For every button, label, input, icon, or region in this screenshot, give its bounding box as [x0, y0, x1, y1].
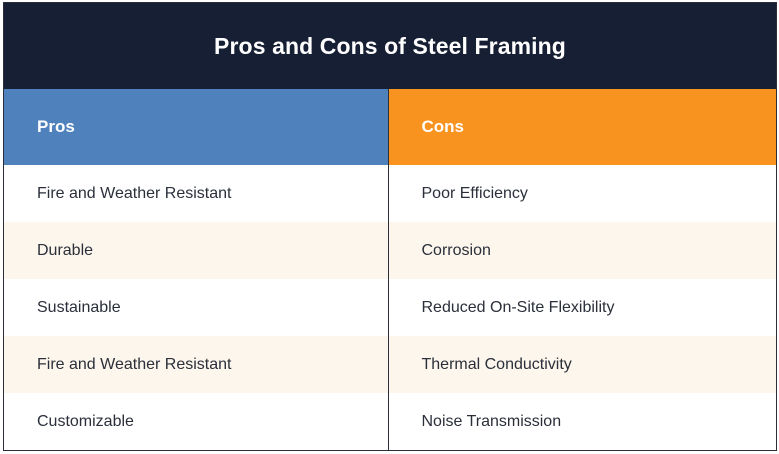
pros-header: Pros: [4, 89, 389, 165]
table-row: Sustainable Reduced On-Site Flexibility: [4, 279, 776, 336]
con-cell: Corrosion: [388, 222, 776, 279]
table-row: Fire and Weather Resistant Thermal Condu…: [4, 336, 776, 393]
header-row: Pros Cons: [4, 89, 776, 165]
table-row: Customizable Noise Transmission: [4, 393, 776, 450]
con-cell: Thermal Conductivity: [388, 336, 776, 393]
pros-cons-table-card: Pros and Cons of Steel Framing Pros Cons…: [3, 2, 777, 451]
table-title: Pros and Cons of Steel Framing: [214, 32, 566, 59]
pro-cell: Fire and Weather Resistant: [4, 165, 389, 222]
pro-cell: Durable: [4, 222, 389, 279]
pros-cons-table: Pros Cons Fire and Weather Resistant Poo…: [4, 89, 776, 450]
con-cell: Reduced On-Site Flexibility: [388, 279, 776, 336]
con-cell: Poor Efficiency: [388, 165, 776, 222]
pro-cell: Sustainable: [4, 279, 389, 336]
table-row: Durable Corrosion: [4, 222, 776, 279]
table-row: Fire and Weather Resistant Poor Efficien…: [4, 165, 776, 222]
con-cell: Noise Transmission: [388, 393, 776, 450]
pro-cell: Customizable: [4, 393, 389, 450]
table-title-bar: Pros and Cons of Steel Framing: [4, 3, 776, 89]
pro-cell: Fire and Weather Resistant: [4, 336, 389, 393]
cons-header: Cons: [388, 89, 776, 165]
